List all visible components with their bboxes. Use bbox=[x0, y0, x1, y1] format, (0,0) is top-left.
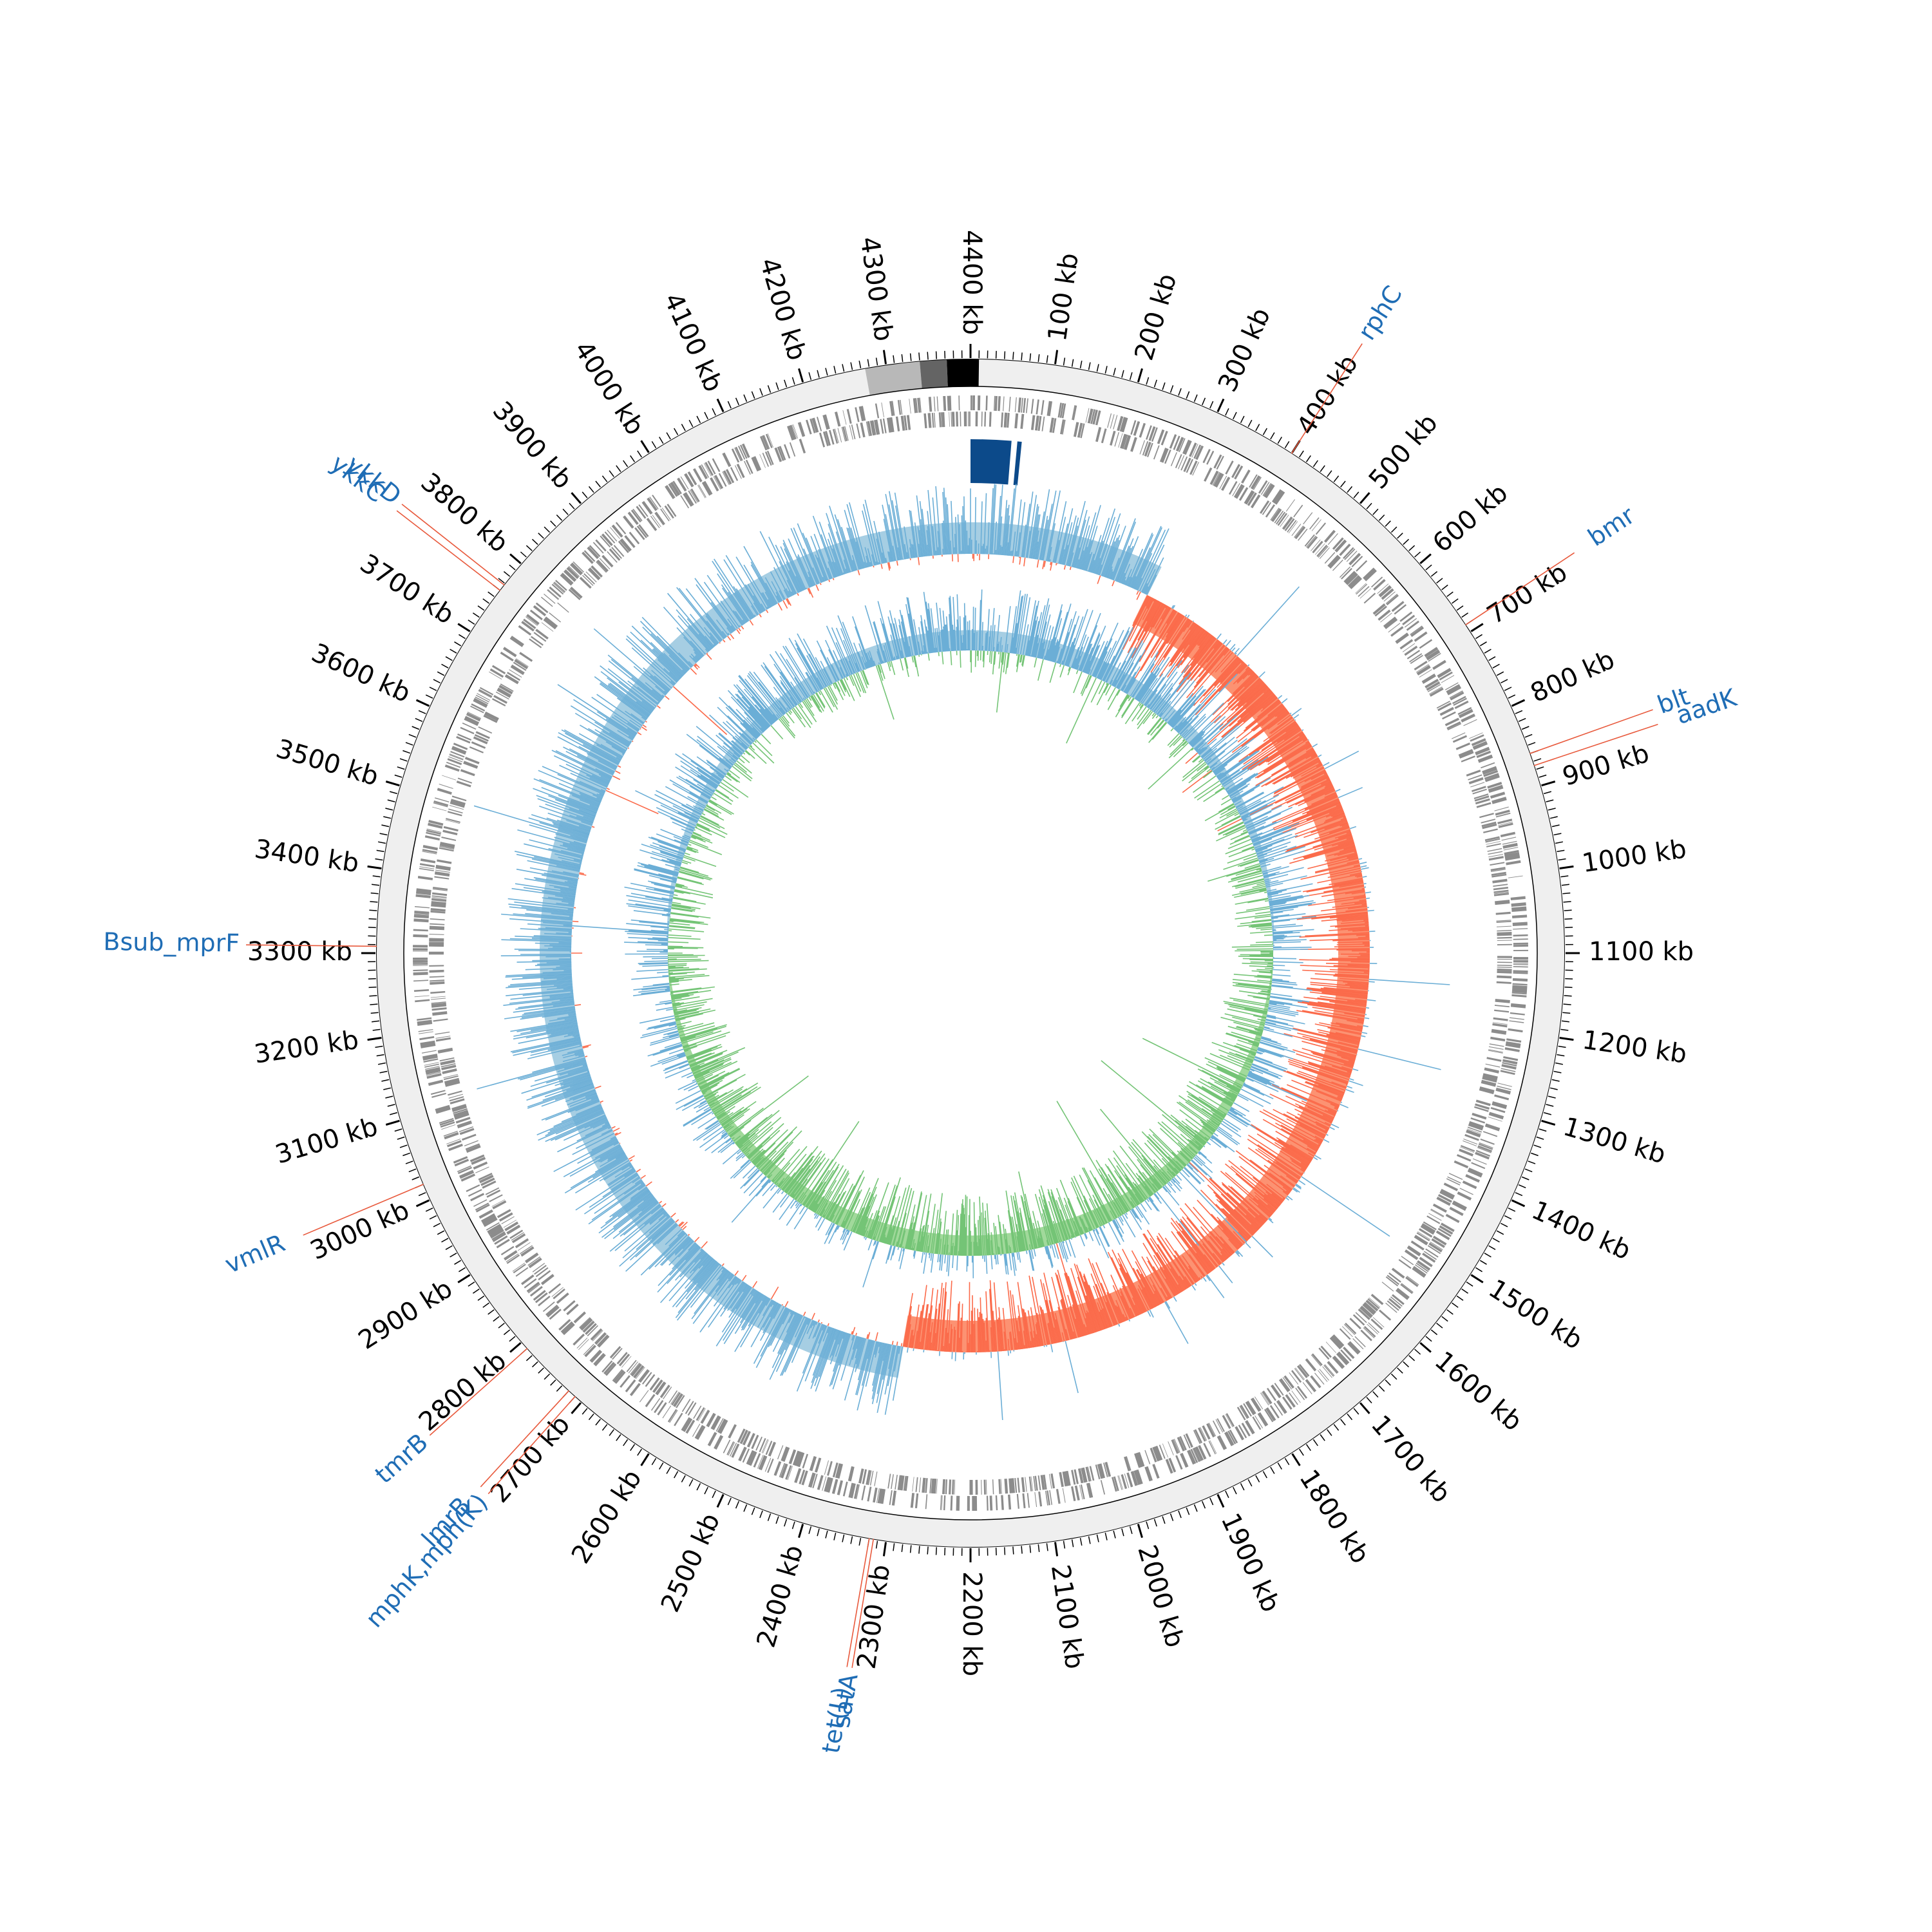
tick-label-100: 100 kb bbox=[1043, 251, 1084, 343]
tick-label-700: 700 kb bbox=[1482, 558, 1573, 630]
blast-segment-0 bbox=[971, 439, 1012, 485]
gene-label-Bsub_mprF: Bsub_mprF bbox=[103, 927, 240, 957]
tick-label-3300: 3300 kb bbox=[247, 937, 352, 967]
annotation-leader-0 bbox=[1291, 343, 1363, 454]
tick-label-3800: 3800 kb bbox=[415, 468, 513, 559]
tick-label-4200: 4200 kb bbox=[753, 254, 811, 363]
annotation-leader-12 bbox=[851, 1539, 875, 1668]
gc-skew-track bbox=[563, 589, 1316, 1288]
annotation-leader-3 bbox=[1533, 723, 1658, 766]
gene-label-rphC: rphC bbox=[1352, 281, 1408, 345]
gc-content-negative bbox=[571, 553, 1370, 1353]
gene-label-vmlR: vmlR bbox=[221, 1229, 289, 1279]
tick-label-2100: 2100 kb bbox=[1045, 1563, 1090, 1671]
tick-label-1800: 1800 kb bbox=[1293, 1464, 1375, 1569]
tick-label-1000: 1000 kb bbox=[1580, 834, 1689, 878]
annotation-leader-8 bbox=[429, 1348, 528, 1436]
annotation-leader-6 bbox=[246, 944, 377, 947]
tick-label-900: 900 kb bbox=[1559, 739, 1653, 792]
annotation-leader-1 bbox=[1464, 552, 1575, 626]
tick-label-4000: 4000 kb bbox=[568, 336, 650, 440]
tick-label-1100: 1100 kb bbox=[1589, 937, 1694, 967]
gc-skew-negative bbox=[667, 650, 1274, 1256]
tick-label-600: 600 kb bbox=[1427, 478, 1513, 558]
annotation-leader-11 bbox=[846, 1538, 870, 1667]
blast-identity-ring bbox=[971, 439, 1022, 486]
tick-label-4400: 4400 kb bbox=[957, 230, 987, 335]
tick-label-3900: 3900 kb bbox=[487, 396, 578, 495]
tick-label-3200: 3200 kb bbox=[252, 1025, 361, 1070]
tick-label-2700: 2700 kb bbox=[485, 1410, 576, 1508]
tick-label-2900: 2900 kb bbox=[354, 1274, 458, 1356]
tick-label-4100: 4100 kb bbox=[658, 289, 728, 396]
tick-label-3400: 3400 kb bbox=[252, 834, 361, 878]
gc-content-positive bbox=[473, 484, 1450, 1421]
tick-label-1500: 1500 kb bbox=[1483, 1274, 1587, 1356]
minor-ticks bbox=[368, 350, 1573, 1556]
tick-label-3700: 3700 kb bbox=[355, 549, 459, 630]
tick-label-3600: 3600 kb bbox=[307, 638, 415, 709]
tick-label-1400: 1400 kb bbox=[1528, 1195, 1635, 1266]
tick-label-2200: 2200 kb bbox=[957, 1571, 987, 1676]
tick-label-4300: 4300 kb bbox=[854, 235, 898, 343]
tick-label-3100: 3100 kb bbox=[272, 1112, 381, 1170]
tick-label-1600: 1600 kb bbox=[1429, 1346, 1528, 1437]
tick-label-2600: 2600 kb bbox=[566, 1464, 648, 1569]
tick-label-1300: 1300 kb bbox=[1560, 1112, 1669, 1170]
contig-inner-circle bbox=[403, 386, 1538, 1520]
gene-label-bmr: bmr bbox=[1583, 501, 1640, 552]
tick-label-200: 200 kb bbox=[1129, 270, 1182, 364]
tick-label-2500: 2500 kb bbox=[656, 1509, 726, 1616]
contig-block-3 bbox=[947, 359, 980, 387]
gene-label-satA: satA bbox=[827, 1672, 864, 1730]
gc-skew-positive bbox=[563, 589, 1316, 1288]
gc-content-track bbox=[473, 484, 1450, 1421]
gene-label-mphK,mph(K): mphK,mph(K) bbox=[360, 1488, 493, 1633]
annotation-leader-9 bbox=[480, 1390, 570, 1488]
tick-label-400: 400 kb bbox=[1291, 350, 1364, 440]
tick-label-3500: 3500 kb bbox=[272, 734, 381, 792]
tick-label-2800: 2800 kb bbox=[413, 1346, 512, 1437]
annotation-leader-5 bbox=[396, 510, 501, 591]
blast-segment-1 bbox=[1013, 441, 1022, 486]
annotation-leader-2 bbox=[1530, 709, 1653, 754]
tick-label-2400: 2400 kb bbox=[752, 1542, 810, 1651]
tick-label-1700: 1700 kb bbox=[1365, 1410, 1457, 1508]
tick-label-2000: 2000 kb bbox=[1132, 1542, 1189, 1651]
gene-label-tmrB: tmrB bbox=[370, 1428, 433, 1489]
tick-label-300: 300 kb bbox=[1213, 303, 1276, 396]
tick-label-1900: 1900 kb bbox=[1215, 1509, 1286, 1616]
tick-label-800: 800 kb bbox=[1526, 645, 1619, 708]
contig-ring bbox=[376, 359, 1565, 1548]
tick-label-500: 500 kb bbox=[1363, 408, 1444, 495]
tick-label-2300: 2300 kb bbox=[851, 1563, 896, 1671]
annotation-leader-10 bbox=[488, 1396, 576, 1495]
tick-label-1200: 1200 kb bbox=[1580, 1025, 1689, 1070]
annotation-leader-4 bbox=[401, 504, 505, 586]
contig-block-2 bbox=[920, 359, 948, 389]
tick-label-3000: 3000 kb bbox=[306, 1195, 413, 1266]
annotation-leader-7 bbox=[303, 1184, 424, 1236]
contig-block-1 bbox=[865, 361, 922, 395]
